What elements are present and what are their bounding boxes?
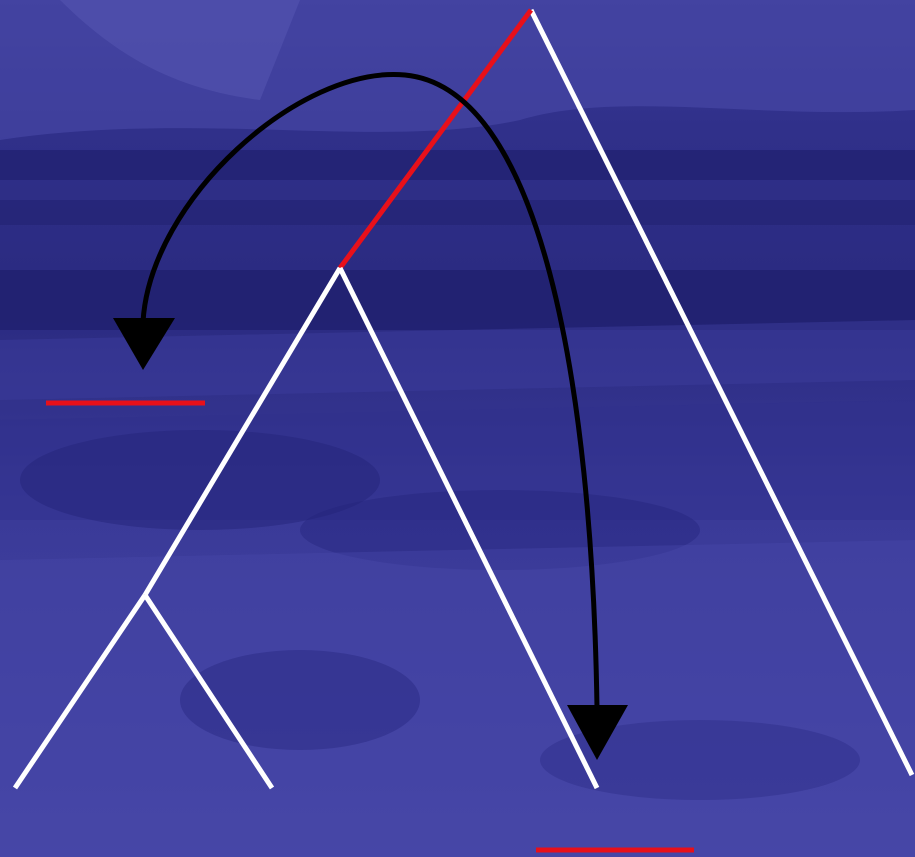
diagram — [0, 0, 915, 857]
background — [0, 0, 915, 857]
page — [0, 0, 915, 857]
